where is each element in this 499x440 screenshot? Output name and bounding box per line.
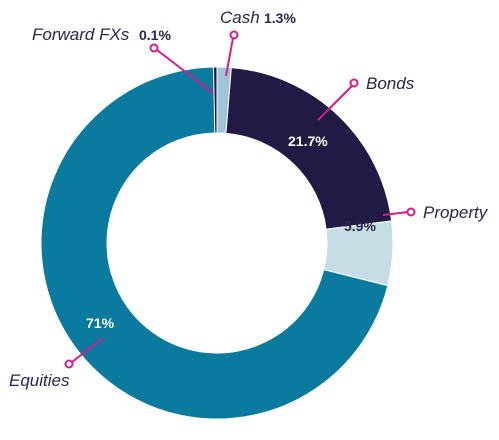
leader-dot-equities: [64, 359, 74, 369]
leader-dot-property: [406, 207, 416, 217]
label-cash-pct: 1.3%: [264, 10, 296, 26]
leader-dot-bonds: [349, 78, 359, 88]
label-bonds-name: Bonds: [366, 74, 415, 93]
leader-dot-forward-fxs: [149, 43, 159, 53]
label-equities-pct: 71%: [86, 315, 115, 331]
data-labels: Forward FXs 0.1% Cash 1.3% Bonds 21.7% P…: [9, 8, 489, 390]
slice-equities: [40, 66, 389, 420]
label-forward-fxs-name: Forward FXs: [32, 25, 130, 44]
label-property-pct: 5.9%: [344, 218, 376, 234]
leader-line-bonds: [317, 85, 353, 121]
label-forward-fxs-pct: 0.1%: [139, 27, 171, 43]
leader-lines: [64, 30, 416, 369]
label-cash-name: Cash: [220, 8, 260, 27]
label-property-name: Property: [423, 203, 489, 222]
leader-dot-cash: [229, 30, 239, 40]
leader-line-property: [382, 211, 409, 216]
leader-line-equities: [71, 337, 104, 363]
leader-line-forward-fxs: [156, 49, 214, 94]
slice-forward-fxs: [212, 66, 218, 134]
label-equities-name: Equities: [9, 371, 70, 390]
label-bonds-pct: 21.7%: [288, 133, 328, 149]
leader-line-cash: [225, 37, 234, 77]
donut-slices: [40, 66, 394, 420]
